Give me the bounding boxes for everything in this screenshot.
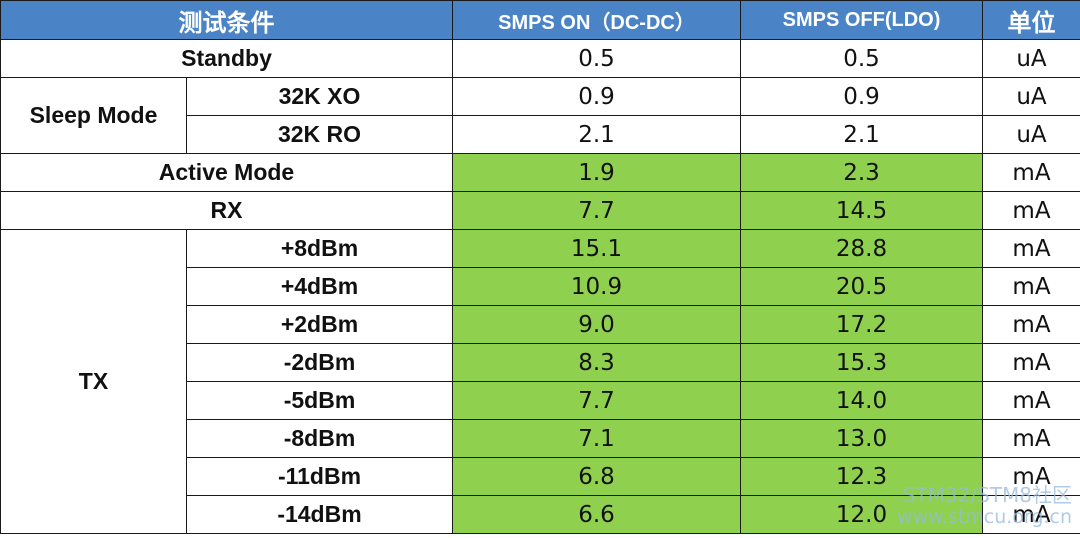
header-test-condition: 测试条件 (0, 0, 453, 40)
cell-standby-unit: uA (982, 39, 1080, 78)
cell-active-smps-off: 2.3 (740, 153, 983, 192)
cell-tx-unit: mA (982, 305, 1080, 344)
cell-tx-smps-on: 9.0 (452, 305, 741, 344)
cell-rx-unit: mA (982, 191, 1080, 230)
table-row-active-mode: Active Mode 1.9 2.3 mA (0, 153, 1080, 192)
sublabel-text: -2dBm (283, 349, 356, 375)
row-sublabel-tx-power: -8dBm (186, 419, 453, 458)
row-sublabel-tx-power: +8dBm (186, 229, 453, 268)
header-smps-off: SMPS OFF(LDO) (740, 0, 983, 40)
cell-tx-unit: mA (982, 419, 1080, 458)
table-row-tx-0: TX +8dBm 15.1 28.8 mA (0, 229, 1080, 534)
cell-tx-smps-on: 6.6 (452, 495, 741, 534)
cell-tx-smps-on: 7.1 (452, 419, 741, 458)
table-row-rx: RX 7.7 14.5 mA (0, 191, 1080, 230)
cell-tx-smps-off: 14.0 (740, 381, 983, 420)
sublabel-text: 32K XO (278, 83, 361, 109)
sublabel-text: -5dBm (283, 387, 356, 413)
header-row: 测试条件 SMPS ON（DC-DC） SMPS OFF(LDO) 单位 (0, 0, 1080, 40)
cell-tx-smps-off: 13.0 (740, 419, 983, 458)
row-sublabel-tx-power: -14dBm (186, 495, 453, 534)
cell-rx-smps-off: 14.5 (740, 191, 983, 230)
row-sublabel-tx-power: -2dBm (186, 343, 453, 382)
table-row-standby: Standby 0.5 0.5 uA (0, 39, 1080, 78)
cell-32k-xo-smps-on: 0.9 (452, 77, 741, 116)
cell-tx-smps-off: 12.3 (740, 457, 983, 496)
cell-tx-smps-on: 6.8 (452, 457, 741, 496)
table-row-tx-7: -14dBm 6.6 12.0 mA (1, 495, 1080, 534)
cell-32k-ro-unit: uA (982, 115, 1080, 154)
row-label-rx: RX (0, 191, 453, 230)
cell-tx-smps-off: 28.8 (740, 229, 983, 268)
sublabel-text: +2dBm (280, 311, 359, 337)
row-sublabel-tx-power: +4dBm (186, 267, 453, 306)
cell-tx-smps-off: 20.5 (740, 267, 983, 306)
table-row-tx-2: +2dBm 9.0 17.2 mA (1, 305, 1080, 344)
header-smps-on: SMPS ON（DC-DC） (452, 0, 741, 40)
cell-tx-unit: mA (982, 343, 1080, 382)
cell-tx-unit: mA (982, 381, 1080, 420)
sublabel-text: 32K RO (277, 121, 362, 147)
row-label-tx: TX (0, 229, 187, 534)
row-label-sleep-mode: Sleep Mode (0, 77, 187, 154)
cell-tx-smps-on: 15.1 (452, 229, 741, 268)
table-row-tx-4: -5dBm 7.7 14.0 mA (1, 381, 1080, 420)
cell-active-unit: mA (982, 153, 1080, 192)
sublabel-text: -11dBm (277, 463, 362, 489)
row-sublabel-32k-xo: 32K XO (186, 77, 453, 116)
cell-tx-smps-off: 17.2 (740, 305, 983, 344)
cell-tx-smps-on: 10.9 (452, 267, 741, 306)
row-sublabel-32k-ro: 32K RO (186, 115, 453, 154)
row-sublabel-tx-power: +2dBm (186, 305, 453, 344)
cell-standby-smps-on: 0.5 (452, 39, 741, 78)
sublabel-text: -14dBm (277, 501, 362, 527)
sublabel-text: +8dBm (280, 235, 359, 261)
table-row-tx-1: +4dBm 10.9 20.5 mA (1, 267, 1080, 306)
table-row-sleep-xo: Sleep Mode 32K XO 0.9 0.9 uA (0, 77, 1080, 154)
cell-32k-xo-smps-off: 0.9 (740, 77, 983, 116)
cell-32k-xo-unit: uA (982, 77, 1080, 116)
cell-tx-smps-on: 7.7 (452, 381, 741, 420)
cell-rx-smps-on: 7.7 (452, 191, 741, 230)
cell-tx-unit: mA (982, 267, 1080, 306)
table-row-tx-6: -11dBm 6.8 12.3 mA (1, 457, 1080, 496)
cell-32k-ro-smps-off: 2.1 (740, 115, 983, 154)
sublabel-text: +4dBm (280, 273, 359, 299)
sublabel-text: -8dBm (283, 425, 356, 451)
cell-tx-unit: mA (982, 495, 1080, 534)
row-label-standby: Standby (0, 39, 453, 78)
cell-standby-smps-off: 0.5 (740, 39, 983, 78)
table-row-tx-3: -2dBm 8.3 15.3 mA (1, 343, 1080, 382)
cell-tx-smps-off: 15.3 (740, 343, 983, 382)
table-row-tx-5: -8dBm 7.1 13.0 mA (1, 419, 1080, 458)
cell-tx-unit: mA (982, 229, 1080, 268)
cell-tx-unit: mA (982, 457, 1080, 496)
cell-32k-ro-smps-on: 2.1 (452, 115, 741, 154)
cell-tx-smps-on: 8.3 (452, 343, 741, 382)
row-sublabel-tx-power: -11dBm (186, 457, 453, 496)
cell-tx-smps-off: 12.0 (740, 495, 983, 534)
cell-active-smps-on: 1.9 (452, 153, 741, 192)
header-unit: 单位 (982, 0, 1080, 40)
row-sublabel-tx-power: -5dBm (186, 381, 453, 420)
row-label-active-mode: Active Mode (0, 153, 453, 192)
